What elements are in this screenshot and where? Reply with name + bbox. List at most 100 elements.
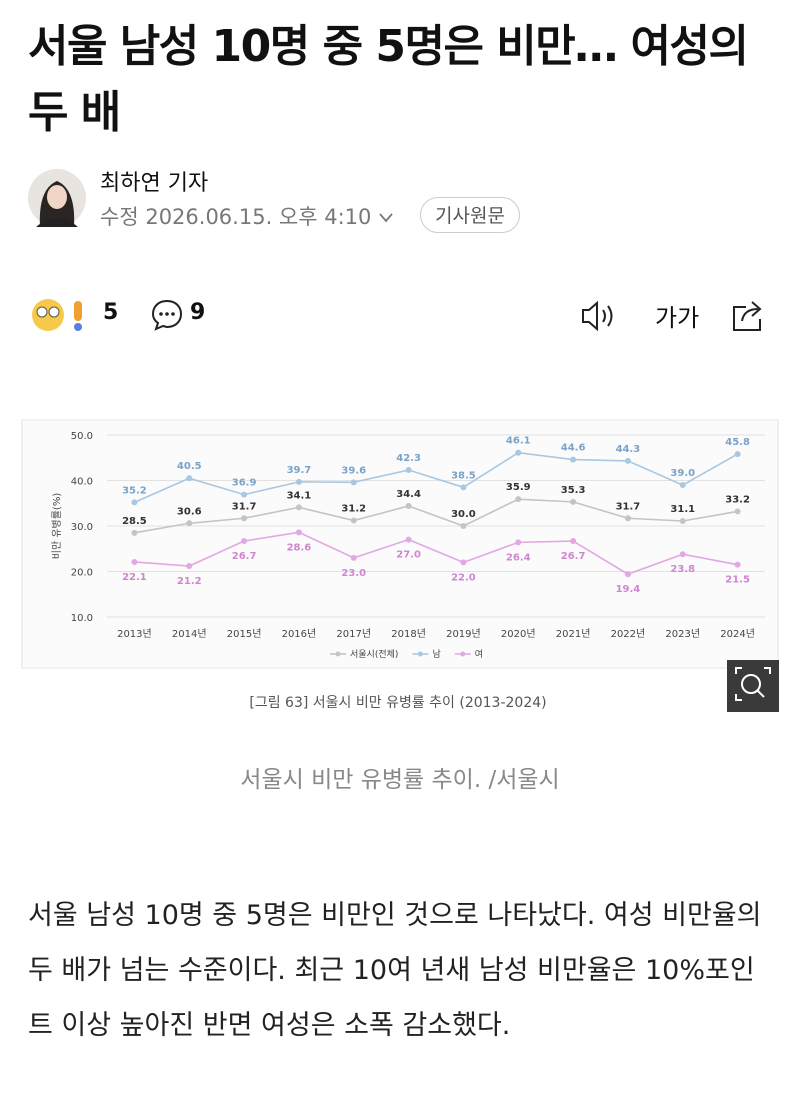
point: [241, 491, 248, 498]
point: [624, 571, 631, 578]
zoom-button[interactable]: [727, 660, 779, 712]
x-tick-label: 2013년: [117, 628, 152, 640]
value-label: 31.2: [341, 504, 366, 515]
value-label: 21.5: [725, 575, 750, 586]
value-label: 26.4: [506, 552, 531, 563]
body-paragraph: 서울 남성 10명 중 5명은 비만인 것으로 나타났다. 여성 비만율의 두 …: [28, 900, 762, 1041]
chevron: [379, 213, 393, 223]
reaction-icons[interactable]: [30, 295, 100, 335]
x-tick-label: 2021년: [556, 628, 591, 640]
zoom-glyph: [741, 674, 761, 694]
point: [460, 523, 467, 529]
value-label: 35.9: [506, 482, 531, 493]
legend-label: 서울시(전체): [350, 649, 398, 660]
chart-frame: [21, 419, 779, 669]
value-label: 44.6: [561, 443, 586, 454]
headline: 서울 남성 10명 중 5명은 비만… 여성의 두 배: [28, 21, 749, 138]
value-label: 42.3: [396, 453, 421, 464]
value-label: 30.0: [451, 509, 476, 520]
value-label: 46.1: [506, 436, 531, 447]
point: [679, 482, 686, 489]
series-line: [134, 531, 738, 576]
value-label: 35.2: [122, 485, 147, 496]
zoom-corners: [735, 667, 771, 701]
x-tick-label: 2018년: [391, 628, 426, 640]
point: [131, 499, 138, 506]
point: [679, 551, 686, 558]
value-label: 40.5: [177, 461, 202, 472]
point: [734, 451, 741, 458]
x-tick-label: 2023년: [665, 628, 700, 640]
legend-dot: [460, 651, 466, 657]
font-size-button[interactable]: 가가: [655, 304, 700, 332]
value-label: 28.5: [122, 516, 147, 527]
y-tick-label: 50.0: [71, 431, 93, 442]
point: [405, 536, 412, 543]
value-label: 22.1: [122, 572, 147, 583]
x-tick-label: 2016년: [282, 628, 317, 640]
value-label: 45.8: [725, 437, 750, 448]
chart-figure: [그림 63] 서울시 비만 유병률 추이 (2013-2024) 10.0 20…: [21, 419, 779, 712]
point: [241, 538, 248, 545]
point: [624, 515, 631, 522]
tts-icon[interactable]: [580, 300, 620, 332]
point: [515, 449, 522, 456]
original-article-button[interactable]: 기사원문: [420, 197, 520, 233]
value-label: 39.6: [341, 465, 366, 476]
point: [350, 517, 357, 524]
value-label: 19.4: [616, 584, 641, 595]
point: [131, 558, 138, 565]
value-label: 33.2: [725, 494, 750, 505]
x-tick-label: 2022년: [611, 628, 646, 640]
y-tick-label: 10.0: [71, 613, 93, 624]
point: [460, 484, 467, 491]
point: [186, 520, 193, 527]
legend-dot: [417, 651, 423, 657]
value-label: 31.1: [670, 504, 695, 515]
point: [131, 529, 138, 536]
point: [570, 538, 577, 545]
point: [460, 559, 467, 566]
value-label: 34.4: [396, 489, 421, 500]
x-tick-label: 2015년: [227, 628, 262, 640]
point: [295, 529, 302, 536]
author-name[interactable]: 최하연 기자: [100, 171, 209, 196]
value-label: 31.7: [232, 501, 257, 512]
value-label: 21.2: [177, 576, 202, 587]
point: [405, 467, 412, 474]
share-icon[interactable]: [730, 297, 770, 333]
figure-caption: [그림 63] 서울시 비만 유병률 추이 (2013-2024): [249, 695, 546, 711]
value-label: 35.3: [561, 485, 586, 496]
value-label: 39.0: [670, 468, 695, 479]
point: [350, 554, 357, 561]
value-label: 44.3: [616, 444, 641, 455]
y-tick-label: 30.0: [71, 522, 93, 533]
modified-date[interactable]: 수정 2026.06.15. 오후 4:10: [100, 201, 394, 231]
photo-caption: 서울시 비만 유병률 추이. /서울시: [240, 767, 560, 793]
x-tick-label: 2014년: [172, 628, 207, 640]
avatar[interactable]: [28, 169, 86, 227]
value-label: 22.0: [451, 572, 476, 583]
x-tick-label: 2024년: [720, 628, 755, 640]
series-line: [134, 498, 738, 534]
x-tick-label: 2017년: [336, 628, 371, 640]
value-label: 23.8: [670, 564, 695, 575]
point: [515, 496, 522, 503]
series-line: [134, 451, 738, 504]
value-label: 39.7: [287, 465, 312, 476]
value-label: 28.6: [287, 542, 312, 553]
modified-label: 수정: [100, 205, 139, 229]
comment-icon[interactable]: [150, 298, 184, 332]
point: [405, 502, 412, 509]
point: [186, 563, 193, 570]
modified-time: 2026.06.15. 오후 4:10: [145, 205, 372, 229]
point: [350, 479, 357, 486]
legend-dot: [335, 651, 341, 657]
value-label: 23.0: [341, 568, 366, 579]
y-tick-label: 40.0: [71, 477, 93, 488]
point: [186, 475, 193, 482]
value-label: 36.9: [232, 478, 257, 489]
value-label: 26.7: [232, 551, 257, 562]
